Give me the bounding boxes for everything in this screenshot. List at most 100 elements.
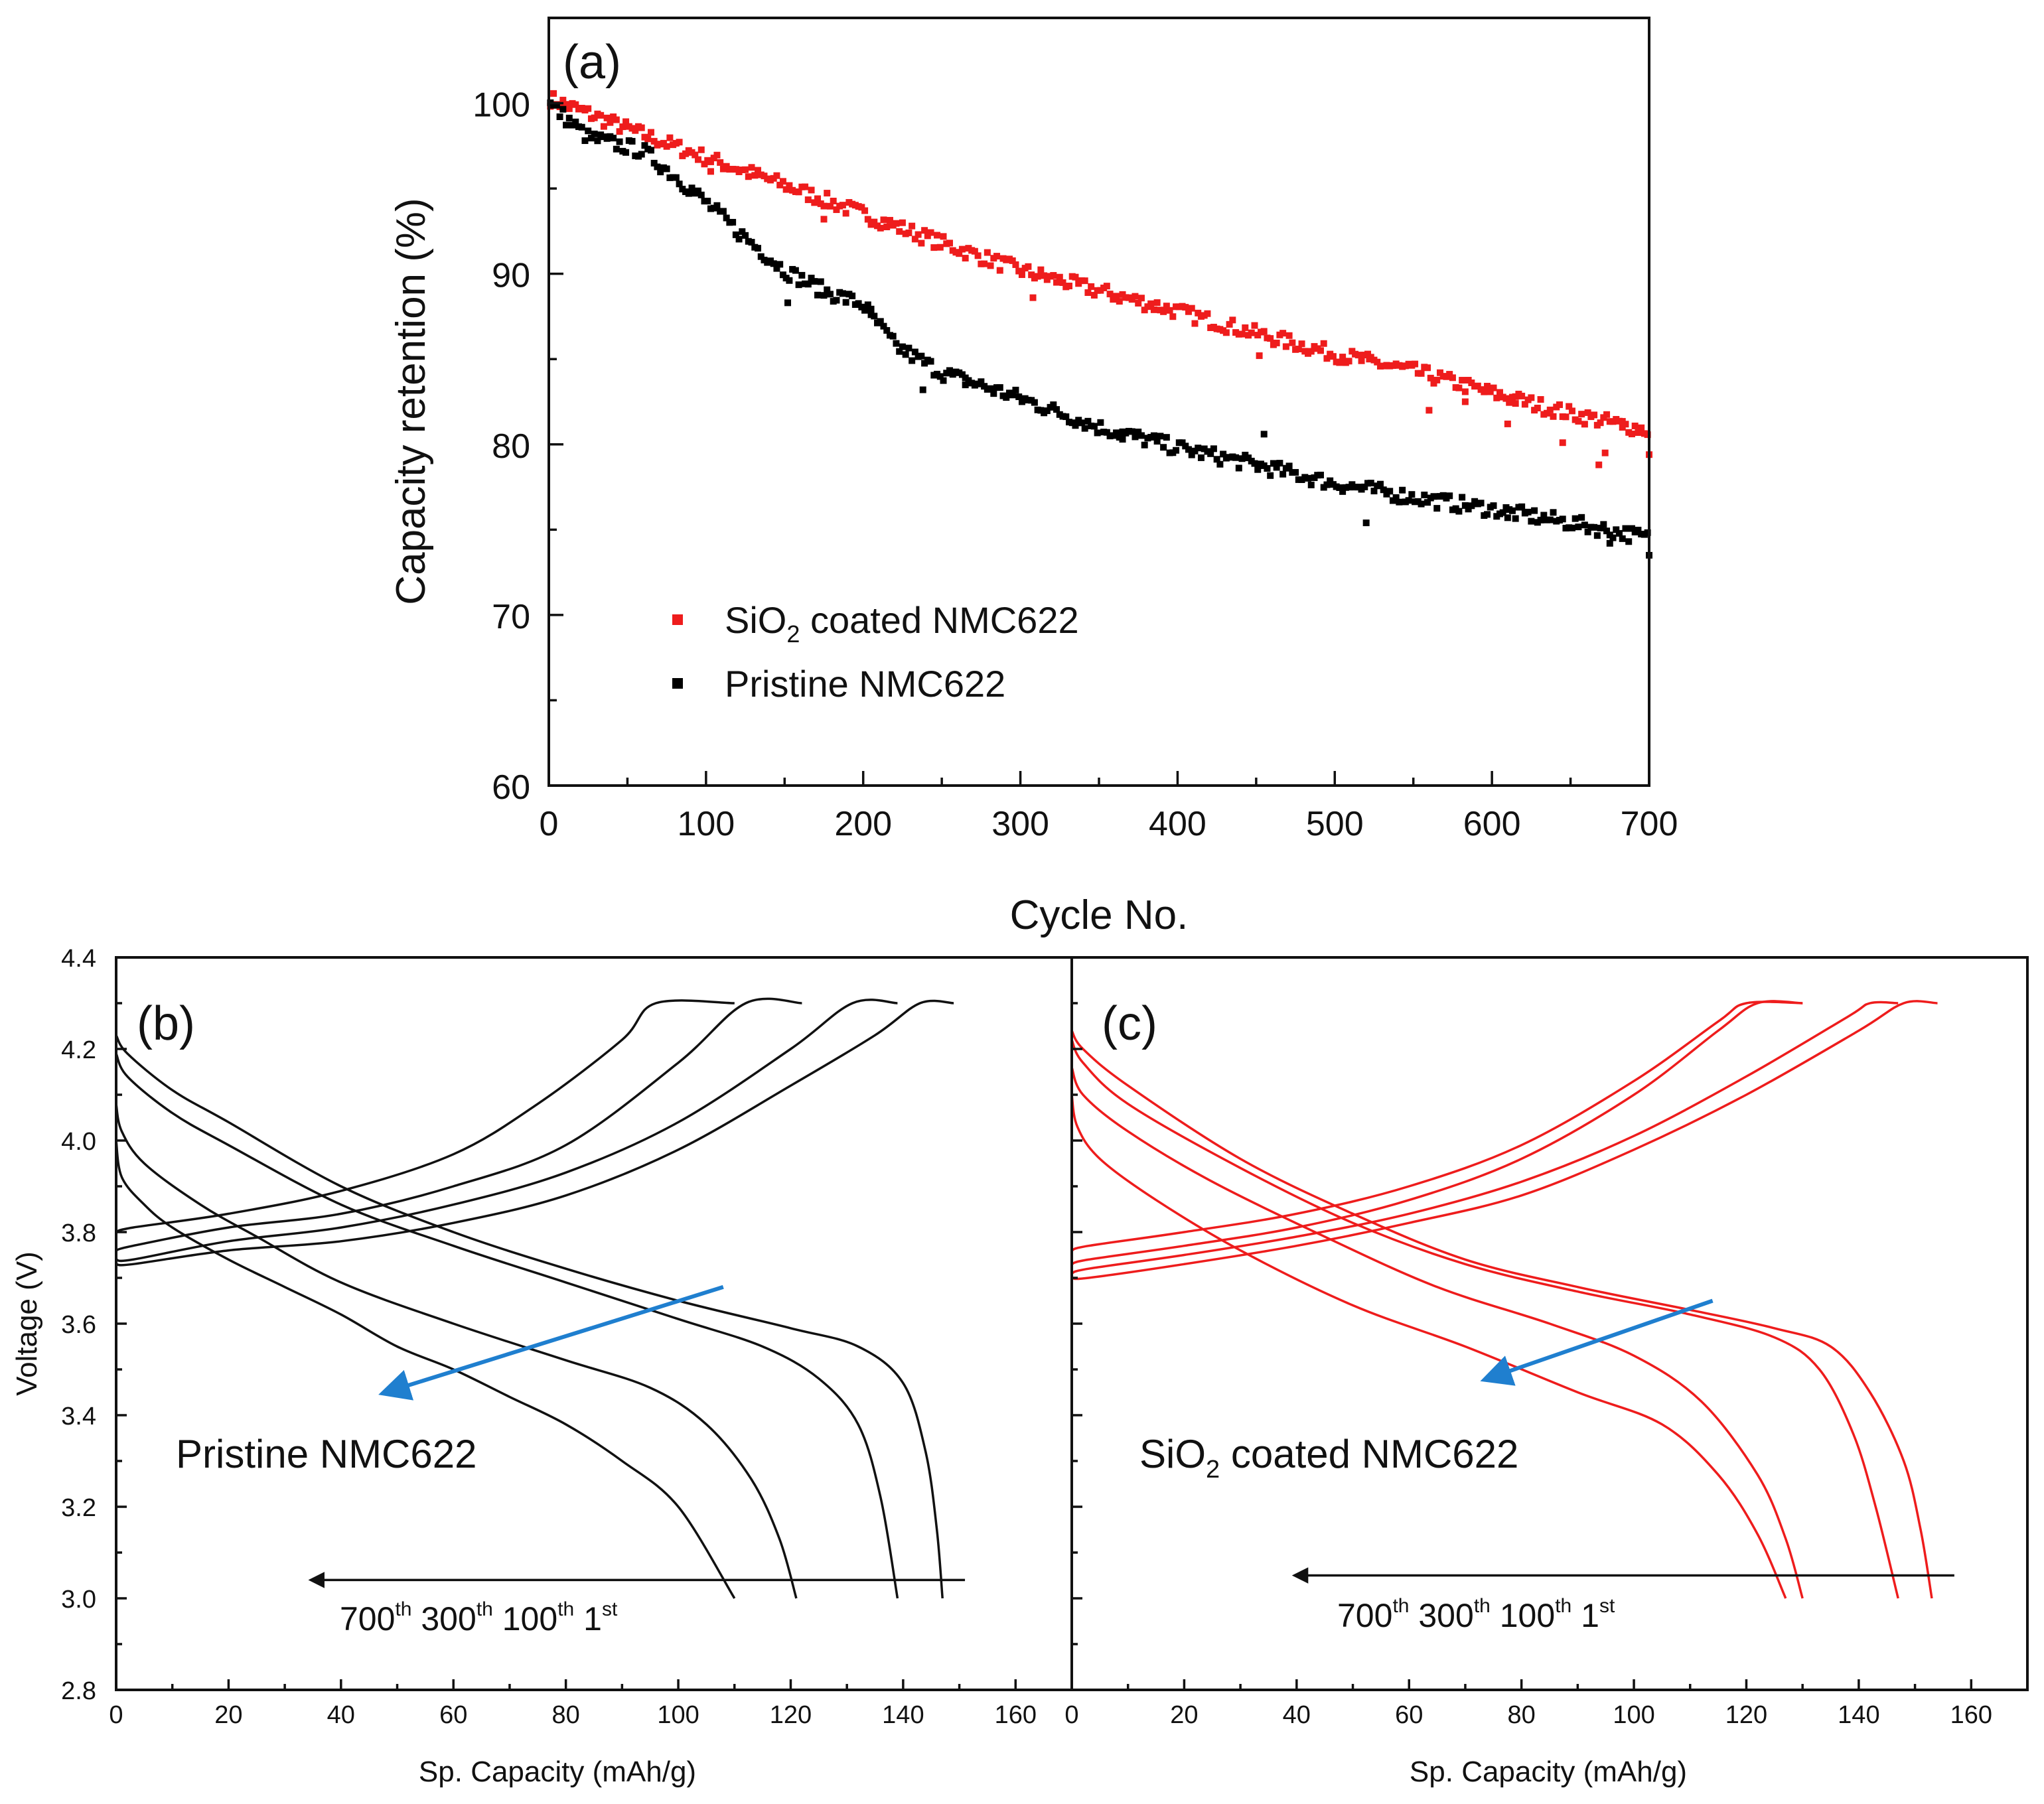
data-point [1625,538,1633,545]
data-point [719,208,727,215]
data-point [735,236,743,243]
data-point [1182,443,1189,450]
data-point [883,224,891,231]
data-point [808,186,815,194]
b-charge-curve-1st [115,999,954,1267]
c-charge-curve-300th [1071,1000,1803,1265]
data-point [1477,500,1485,507]
data-point [1329,353,1337,360]
c-cycle-1-sup: st [1599,1595,1615,1617]
data-point [936,373,944,380]
c-cycle-100-sup: th [1555,1595,1571,1617]
data-point [697,191,705,198]
data-point [826,291,834,298]
b-ytick-label: 3.2 [61,1494,96,1522]
data-point [1392,494,1400,501]
data-point [861,307,869,314]
data-point [1220,451,1227,458]
data-point [1015,393,1023,401]
data-point [1424,364,1431,372]
data-point [1336,359,1343,366]
data-point [984,249,991,256]
data-point [1327,477,1334,484]
data-point [1380,486,1387,494]
data-point [1088,283,1095,290]
data-point [713,151,721,159]
data-point [833,297,840,304]
data-point [1581,521,1588,529]
data-point [1468,502,1475,510]
c-discharge-curve-100th [1070,1039,1899,1599]
data-point [1238,455,1246,462]
data-point [1226,320,1233,328]
data-point [808,275,815,282]
data-point [1619,424,1626,431]
data-point [1003,394,1010,401]
data-point [1339,354,1347,361]
data-point [962,374,969,382]
data-point [956,250,963,257]
data-point [1037,266,1045,273]
data-point [981,260,988,267]
data-point [1251,460,1258,467]
data-point [1043,407,1051,415]
data-point [751,172,759,179]
data-point [707,168,714,175]
data-point [1260,328,1268,335]
data-point [1550,509,1557,516]
data-point [1179,439,1186,447]
data-point [1059,279,1066,286]
data-point [1433,376,1441,383]
data-point [695,187,702,194]
data-point [1216,460,1224,468]
b-xtick-label: 120 [770,1701,812,1729]
panel-a-x-axis-title: Cycle No. [1010,892,1189,938]
data-point [1273,339,1280,346]
data-point [1229,316,1236,324]
data-point [1537,396,1544,403]
data-point [893,340,900,347]
panel-b: 2.8 3.0 3.2 3.4 3.6 3.8 4.0 4.2 4.4 0 20 40 60 80 100… [11,945,1073,1788]
data-point [1504,514,1511,521]
panel-b-cycle-labels: 700th 300th 100th 1st [340,1586,618,1637]
data-point [1556,401,1563,408]
b-cycle-1: 1 [583,1600,602,1637]
data-point [996,384,1003,391]
data-point [1090,423,1098,430]
panel-b-y-axis-title: Voltage (V) [11,1251,43,1396]
data-point [713,202,721,209]
data-point [782,186,790,193]
data-point [1320,340,1327,347]
data-point [578,123,585,131]
c-xtick-label: 160 [1950,1701,1992,1729]
data-point [784,299,792,307]
data-point [899,219,906,226]
a-xtick-label: 300 [991,805,1049,843]
data-point [1568,524,1575,531]
c-cycle-300: 300 [1418,1597,1473,1634]
data-point [839,290,846,297]
data-point [657,169,664,176]
panel-c-xticks: 0 20 40 60 80 100 120 140 160 [1064,1679,2029,1729]
data-point [1298,340,1305,348]
data-point [1307,348,1315,355]
data-point [971,247,978,255]
data-point [672,174,680,181]
data-point [795,188,802,196]
data-point [1412,360,1419,368]
data-point [1597,524,1604,531]
data-point [1097,419,1104,426]
panel-a-legend: SiO2 coated NMC622 Pristine NMC622 [672,599,1079,705]
data-point [616,128,623,135]
data-point [776,181,784,188]
data-point [1128,428,1135,435]
data-point [600,123,607,130]
data-point [911,236,918,243]
data-point [1191,320,1199,327]
data-point [770,260,777,267]
data-point [1251,322,1258,329]
data-point [867,305,875,312]
data-point [1053,279,1060,286]
data-point [1531,507,1538,514]
